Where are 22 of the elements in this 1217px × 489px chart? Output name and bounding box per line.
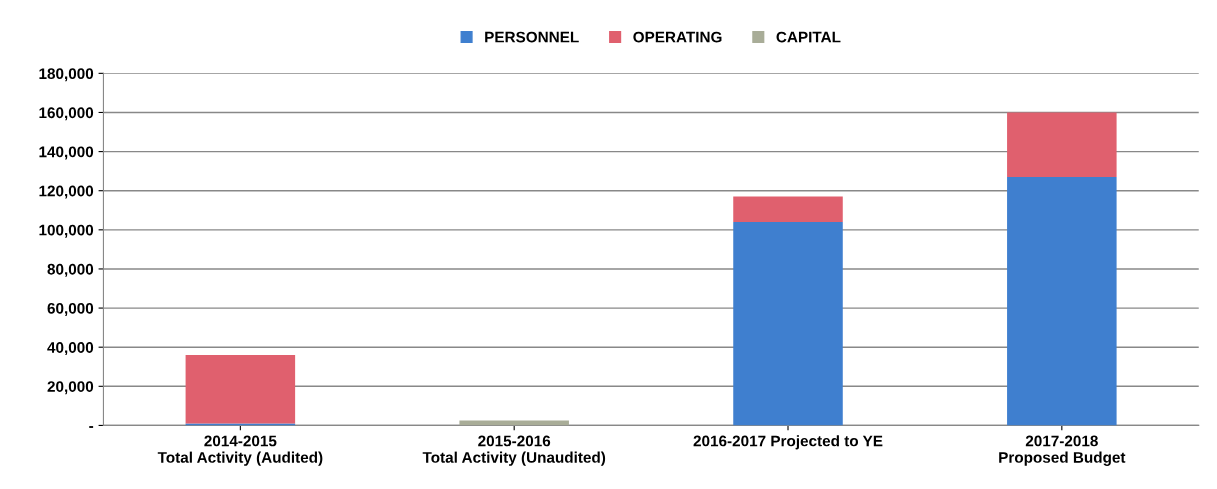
x-tick-label: 2014-2015 Total Activity (Audited) xyxy=(157,435,323,466)
legend-label: CAPITAL xyxy=(776,31,841,43)
legend-label: OPERATING xyxy=(633,31,722,43)
y-tick-label: 180,000 xyxy=(39,68,94,82)
bar xyxy=(733,222,843,426)
y-tick-label: - xyxy=(89,426,94,428)
y-tick-label: 80,000 xyxy=(47,263,94,277)
y-tick-label: 100,000 xyxy=(39,224,94,238)
bar xyxy=(733,196,843,223)
y-tick-label: 20,000 xyxy=(47,381,94,395)
x-tick-label: 2017-2018 Proposed Budget xyxy=(999,435,1126,466)
x-tick-label: 2015-2016 Total Activity (Unaudited) xyxy=(422,435,606,466)
x-tick-label: 2016-2017 Projected to YE xyxy=(693,435,883,450)
y-tick-label: 60,000 xyxy=(47,302,94,316)
y-tick-label: 120,000 xyxy=(39,185,94,199)
y-tick-label: 140,000 xyxy=(39,146,94,160)
y-tick-label: 160,000 xyxy=(39,107,94,121)
bar xyxy=(185,355,296,424)
legend-label: PERSONNEL xyxy=(485,31,579,43)
bar xyxy=(1007,112,1117,178)
bar xyxy=(1007,177,1117,426)
y-tick-label: 40,000 xyxy=(47,342,94,356)
